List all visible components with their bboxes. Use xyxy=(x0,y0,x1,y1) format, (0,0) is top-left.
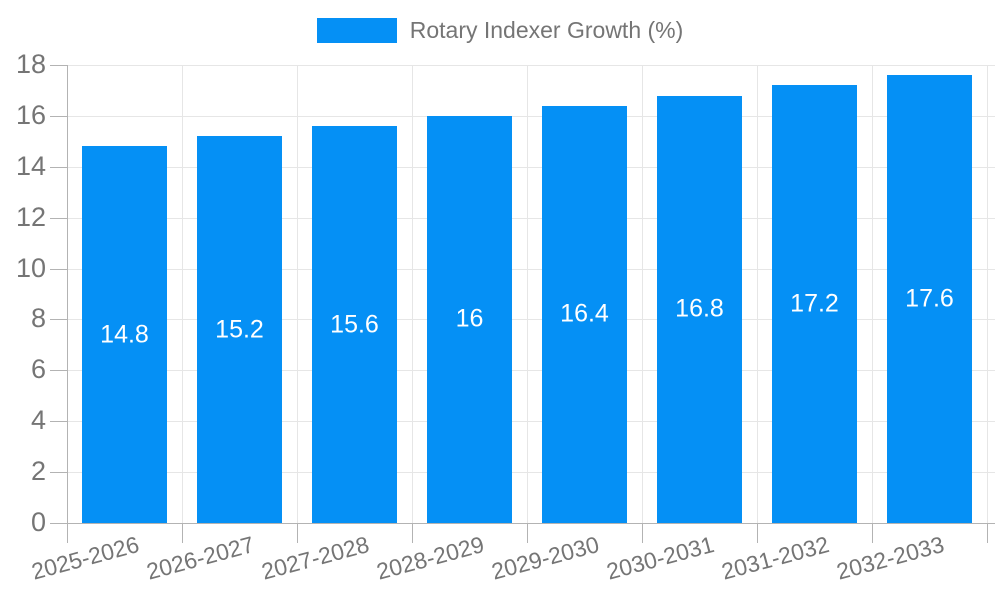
y-tick xyxy=(50,65,67,66)
y-gridline xyxy=(67,370,995,372)
y-tick-label: 2 xyxy=(30,455,46,486)
y-gridline xyxy=(67,65,995,66)
y-tick-label: 4 xyxy=(30,405,46,436)
bar-2032-2033[interactable]: 17.6 xyxy=(887,75,972,523)
bar-2027-2028[interactable]: 15.6 xyxy=(312,126,397,523)
y-tick-label: 16 xyxy=(15,99,46,130)
y-tick xyxy=(50,268,67,270)
x-tick xyxy=(527,523,528,543)
x-axis-line xyxy=(50,523,995,524)
y-gridline xyxy=(67,115,995,117)
x-tick xyxy=(182,523,183,543)
y-gridline xyxy=(67,421,995,423)
bar-value-label: 15.2 xyxy=(215,315,264,344)
bar-2026-2027[interactable]: 15.2 xyxy=(197,136,282,523)
y-tick-label: 8 xyxy=(30,303,46,334)
y-gridline xyxy=(67,217,995,219)
x-tick xyxy=(872,523,873,543)
y-tick-label: 0 xyxy=(30,506,46,537)
bar-value-label: 17.6 xyxy=(905,284,954,313)
bar-value-label: 17.2 xyxy=(790,289,839,318)
x-tick xyxy=(757,523,758,543)
x-gridline xyxy=(987,65,988,523)
y-tick xyxy=(50,115,67,117)
bar-value-label: 14.8 xyxy=(100,320,149,349)
bar-2028-2029[interactable]: 16 xyxy=(427,115,512,523)
x-gridline xyxy=(642,65,643,523)
y-tick xyxy=(50,523,67,524)
bar-2029-2030[interactable]: 16.4 xyxy=(542,105,627,523)
x-tick xyxy=(297,523,298,543)
x-tick xyxy=(642,523,643,543)
y-tick-label: 12 xyxy=(15,201,46,232)
bar-value-label: 16.4 xyxy=(560,299,609,328)
legend: Rotary Indexer Growth (%) xyxy=(0,18,1000,43)
legend-swatch[interactable] xyxy=(316,18,397,43)
y-gridline xyxy=(67,472,995,474)
x-gridline xyxy=(297,65,298,523)
x-gridline xyxy=(872,65,873,523)
bar-2030-2031[interactable]: 16.8 xyxy=(657,95,742,523)
y-tick xyxy=(50,217,67,219)
bar-value-label: 16.8 xyxy=(675,294,724,323)
y-tick-label: 6 xyxy=(30,354,46,385)
x-tick xyxy=(412,523,413,543)
x-tick xyxy=(67,523,68,543)
legend-label: Rotary Indexer Growth (%) xyxy=(409,17,684,43)
y-tick-label: 18 xyxy=(15,48,46,79)
y-axis-line xyxy=(67,65,68,523)
y-gridline xyxy=(67,268,995,270)
y-gridline xyxy=(67,319,995,321)
y-tick xyxy=(50,421,67,423)
bar-2025-2026[interactable]: 14.8 xyxy=(82,146,167,523)
bar-value-label: 16 xyxy=(455,304,484,333)
y-tick xyxy=(50,319,67,321)
y-tick-label: 10 xyxy=(15,252,46,283)
x-gridline xyxy=(182,65,183,523)
x-gridline xyxy=(527,65,528,523)
y-tick-label: 14 xyxy=(15,150,46,181)
bar-value-label: 15.6 xyxy=(330,310,379,339)
y-tick xyxy=(50,166,67,168)
y-gridline xyxy=(67,166,995,168)
y-tick xyxy=(50,370,67,372)
x-tick xyxy=(987,523,988,543)
bar-2031-2032[interactable]: 17.2 xyxy=(772,85,857,523)
x-gridline xyxy=(412,65,413,523)
y-tick xyxy=(50,472,67,474)
x-gridline xyxy=(757,65,758,523)
